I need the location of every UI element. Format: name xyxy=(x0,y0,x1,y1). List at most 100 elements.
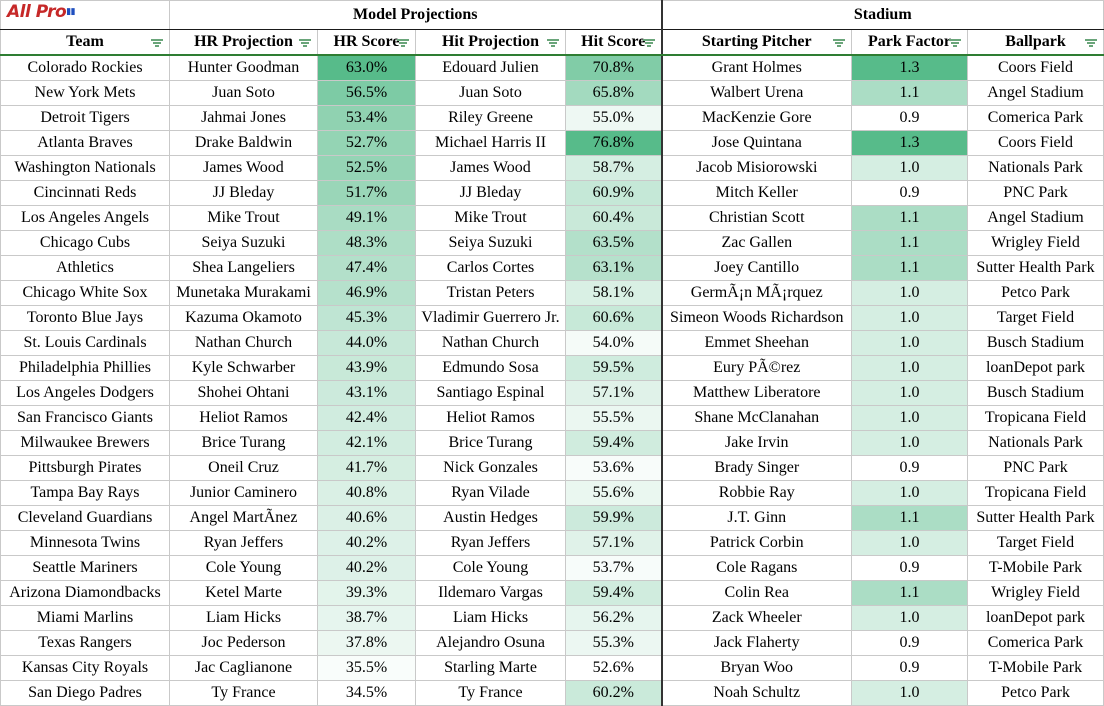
cell-starting-pitcher[interactable]: Robbie Ray xyxy=(660,480,852,506)
cell-hit-score[interactable]: 57.1% xyxy=(565,530,662,556)
cell-park-factor[interactable]: 1.0 xyxy=(851,280,968,306)
cell-hr-score[interactable]: 46.9% xyxy=(317,280,416,306)
cell-park-factor[interactable]: 1.1 xyxy=(851,230,968,256)
cell-hr-projection[interactable]: Jac Caglianone xyxy=(169,655,318,681)
cell-hit-projection[interactable]: Mike Trout xyxy=(415,205,566,231)
cell-team[interactable]: Tampa Bay Rays xyxy=(0,480,170,506)
cell-hr-projection[interactable]: Nathan Church xyxy=(169,330,318,356)
cell-team[interactable]: Arizona Diamondbacks xyxy=(0,580,170,606)
cell-starting-pitcher[interactable]: Jose Quintana xyxy=(660,130,852,156)
cell-starting-pitcher[interactable]: Shane McClanahan xyxy=(660,405,852,431)
cell-hit-projection[interactable]: Cole Young xyxy=(415,555,566,581)
cell-team[interactable]: Washington Nationals xyxy=(0,155,170,181)
cell-ballpark[interactable]: Petco Park xyxy=(967,280,1104,306)
cell-park-factor[interactable]: 1.1 xyxy=(851,255,968,281)
table-row[interactable]: Los Angeles Angels Mike Trout 49.1% Mike Tr… xyxy=(0,205,1104,231)
cell-team[interactable]: Colorado Rockies xyxy=(0,54,170,81)
cell-hit-score[interactable]: 57.1% xyxy=(565,380,662,406)
cell-ballpark[interactable]: Coors Field xyxy=(967,130,1104,156)
cell-hit-score[interactable]: 56.2% xyxy=(565,605,662,631)
cell-hr-projection[interactable]: Mike Trout xyxy=(169,205,318,231)
cell-hit-score[interactable]: 52.6% xyxy=(565,655,662,681)
filter-icon[interactable] xyxy=(833,39,845,47)
cell-ballpark[interactable]: Angel Stadium xyxy=(967,80,1104,106)
cell-starting-pitcher[interactable]: Bryan Woo xyxy=(660,655,852,681)
cell-hr-projection[interactable]: Ty France xyxy=(169,680,318,706)
table-row[interactable]: Pittsburgh Pirates Oneil Cruz 41.7% Nick Go… xyxy=(0,455,1104,481)
table-row[interactable]: Milwaukee Brewers Brice Turang 42.1% Brice … xyxy=(0,430,1104,456)
cell-starting-pitcher[interactable]: Colin Rea xyxy=(660,580,852,606)
cell-hr-projection[interactable]: Junior Caminero xyxy=(169,480,318,506)
cell-ballpark[interactable]: Target Field xyxy=(967,530,1104,556)
cell-starting-pitcher[interactable]: Grant Holmes xyxy=(660,54,852,81)
cell-hr-projection[interactable]: Drake Baldwin xyxy=(169,130,318,156)
cell-hit-projection[interactable]: Seiya Suzuki xyxy=(415,230,566,256)
filter-icon[interactable] xyxy=(547,39,559,47)
cell-hr-score[interactable]: 42.4% xyxy=(317,405,416,431)
table-row[interactable]: Seattle Mariners Cole Young 40.2% Cole Youn… xyxy=(0,555,1104,581)
cell-hit-projection[interactable]: Carlos Cortes xyxy=(415,255,566,281)
cell-starting-pitcher[interactable]: Noah Schultz xyxy=(660,680,852,706)
cell-ballpark[interactable]: Busch Stadium xyxy=(967,380,1104,406)
cell-hr-score[interactable]: 44.0% xyxy=(317,330,416,356)
cell-hit-score[interactable]: 60.2% xyxy=(565,680,662,706)
cell-ballpark[interactable]: Petco Park xyxy=(967,680,1104,706)
cell-hr-projection[interactable]: Joc Pederson xyxy=(169,630,318,656)
cell-hr-score[interactable]: 39.3% xyxy=(317,580,416,606)
cell-hit-projection[interactable]: Austin Hedges xyxy=(415,505,566,531)
cell-hr-score[interactable]: 43.9% xyxy=(317,355,416,381)
cell-hit-score[interactable]: 59.4% xyxy=(565,430,662,456)
cell-hit-score[interactable]: 59.5% xyxy=(565,355,662,381)
filter-icon[interactable] xyxy=(642,39,655,47)
table-row[interactable]: New York Mets Juan Soto 56.5% Juan Soto 65.8… xyxy=(0,80,1104,106)
cell-park-factor[interactable]: 0.9 xyxy=(851,455,968,481)
cell-team[interactable]: Los Angeles Dodgers xyxy=(0,380,170,406)
table-row[interactable]: Chicago Cubs Seiya Suzuki 48.3% Seiya Suzuk… xyxy=(0,230,1104,256)
cell-hr-projection[interactable]: Hunter Goodman xyxy=(169,54,318,81)
cell-hr-projection[interactable]: Heliot Ramos xyxy=(169,405,318,431)
cell-ballpark[interactable]: Wrigley Field xyxy=(967,580,1104,606)
cell-hr-score[interactable]: 53.4% xyxy=(317,105,416,131)
cell-hr-projection[interactable]: Juan Soto xyxy=(169,80,318,106)
cell-team[interactable]: Seattle Mariners xyxy=(0,555,170,581)
cell-hit-score[interactable]: 53.7% xyxy=(565,555,662,581)
cell-hit-score[interactable]: 55.5% xyxy=(565,405,662,431)
cell-starting-pitcher[interactable]: Zac Gallen xyxy=(660,230,852,256)
cell-hr-score[interactable]: 34.5% xyxy=(317,680,416,706)
cell-hit-score[interactable]: 76.8% xyxy=(565,130,662,156)
cell-hr-score[interactable]: 38.7% xyxy=(317,605,416,631)
cell-starting-pitcher[interactable]: Eury PÃ©rez xyxy=(660,355,852,381)
cell-hr-score[interactable]: 40.2% xyxy=(317,530,416,556)
cell-ballpark[interactable]: Coors Field xyxy=(967,54,1104,81)
cell-ballpark[interactable]: Comerica Park xyxy=(967,630,1104,656)
cell-park-factor[interactable]: 0.9 xyxy=(851,105,968,131)
cell-ballpark[interactable]: Wrigley Field xyxy=(967,230,1104,256)
cell-ballpark[interactable]: Comerica Park xyxy=(967,105,1104,131)
cell-starting-pitcher[interactable]: Christian Scott xyxy=(660,205,852,231)
table-row[interactable]: Kansas City Royals Jac Caglianone 35.5% Sta… xyxy=(0,655,1104,681)
column-header-hr-projection[interactable]: HR Projection xyxy=(169,29,318,56)
cell-hit-projection[interactable]: Ryan Jeffers xyxy=(415,530,566,556)
cell-park-factor[interactable]: 1.0 xyxy=(851,530,968,556)
cell-starting-pitcher[interactable]: GermÃ¡n MÃ¡rquez xyxy=(660,280,852,306)
cell-park-factor[interactable]: 1.0 xyxy=(851,605,968,631)
table-row[interactable]: Arizona Diamondbacks Ketel Marte 39.3% Ilde… xyxy=(0,580,1104,606)
cell-park-factor[interactable]: 1.0 xyxy=(851,330,968,356)
table-row[interactable]: Miami Marlins Liam Hicks 38.7% Liam Hicks 56… xyxy=(0,605,1104,631)
cell-starting-pitcher[interactable]: Patrick Corbin xyxy=(660,530,852,556)
cell-hr-score[interactable]: 45.3% xyxy=(317,305,416,331)
cell-hr-score[interactable]: 40.8% xyxy=(317,480,416,506)
cell-park-factor[interactable]: 1.0 xyxy=(851,355,968,381)
cell-park-factor[interactable]: 1.0 xyxy=(851,305,968,331)
cell-ballpark[interactable]: Target Field xyxy=(967,305,1104,331)
cell-team[interactable]: St. Louis Cardinals xyxy=(0,330,170,356)
cell-hr-projection[interactable]: Ketel Marte xyxy=(169,580,318,606)
cell-hr-projection[interactable]: Oneil Cruz xyxy=(169,455,318,481)
cell-park-factor[interactable]: 1.3 xyxy=(851,130,968,156)
cell-park-factor[interactable]: 1.0 xyxy=(851,155,968,181)
cell-hr-score[interactable]: 43.1% xyxy=(317,380,416,406)
cell-hr-score[interactable]: 56.5% xyxy=(317,80,416,106)
cell-starting-pitcher[interactable]: Simeon Woods Richardson xyxy=(660,305,852,331)
cell-hit-projection[interactable]: Juan Soto xyxy=(415,80,566,106)
table-row[interactable]: Detroit Tigers Jahmai Jones 53.4% Riley Gre… xyxy=(0,105,1104,131)
